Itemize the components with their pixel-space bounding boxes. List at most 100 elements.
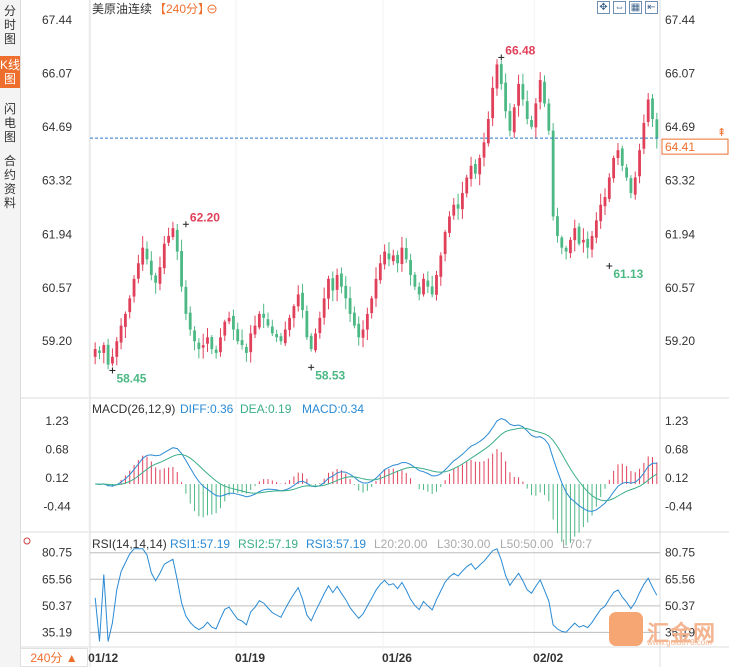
candle-body xyxy=(270,326,274,334)
candle-body xyxy=(145,248,149,260)
candle-body xyxy=(512,107,516,133)
candle-body xyxy=(616,150,620,159)
macd-y-tick: 0.12 xyxy=(665,471,689,485)
candle-body xyxy=(633,177,637,195)
candle-body xyxy=(603,196,607,207)
macd-y-tick: 1.23 xyxy=(665,414,689,428)
y-tick-label: 67.44 xyxy=(665,13,695,27)
candle-body xyxy=(508,111,512,131)
candle-body xyxy=(543,81,546,104)
candle-body xyxy=(495,64,499,89)
candle-body xyxy=(499,64,503,84)
x-tick-label: 01/19 xyxy=(235,651,265,665)
candle-body xyxy=(124,313,127,327)
sidebar: 分时图 K线图 闪电图 合约资料 xyxy=(0,0,21,667)
macd-y-tick: 0.12 xyxy=(45,471,69,485)
candle-body xyxy=(594,220,598,238)
logo-url: www.gold678.com xyxy=(647,638,712,647)
candle-body xyxy=(396,254,400,264)
candle-body xyxy=(253,325,257,335)
candle-body xyxy=(128,298,132,313)
candle-body xyxy=(193,330,196,342)
extreme-label: 58.53 xyxy=(315,368,345,382)
candle-body xyxy=(361,329,365,338)
candle-body xyxy=(309,335,313,350)
candle-body xyxy=(357,323,361,338)
candle-body xyxy=(599,204,603,222)
current-price-arrow-icon: ⇞ xyxy=(717,127,726,139)
macd-diff-line xyxy=(95,417,657,512)
candle-body xyxy=(456,204,460,209)
candle-body xyxy=(102,345,106,353)
macd-label: MACD(26,12,9) xyxy=(92,402,175,416)
candle-body xyxy=(404,248,408,260)
tab-flash[interactable]: 闪电图 xyxy=(3,102,16,144)
macd-y-tick: -0.44 xyxy=(665,500,693,514)
y-tick-label: 60.57 xyxy=(665,281,695,295)
candle-body xyxy=(400,247,404,265)
y-tick-label: 64.69 xyxy=(665,120,695,134)
macd-diff-value: DIFF:0.36 xyxy=(180,402,234,416)
current-price-tag xyxy=(661,138,729,155)
extreme-label: 62.20 xyxy=(190,210,220,224)
y-tick-label: 66.07 xyxy=(665,66,695,80)
circle-minus-icon xyxy=(207,4,217,14)
y-tick-label: 60.57 xyxy=(42,281,72,295)
candle-body xyxy=(620,148,624,166)
y-tick-label: 63.32 xyxy=(42,174,72,188)
candle-body xyxy=(556,216,559,236)
candle-body xyxy=(625,167,628,178)
fullscreen-icon[interactable]: ✥ xyxy=(597,1,610,14)
y-tick-label: 61.94 xyxy=(665,227,695,241)
candle-body xyxy=(491,87,495,119)
y-tick-label: 59.20 xyxy=(42,334,72,348)
candle-body xyxy=(530,119,533,127)
candle-body xyxy=(426,280,430,287)
candle-body xyxy=(430,286,434,295)
candle-body xyxy=(314,333,317,351)
candle-body xyxy=(452,204,456,216)
rsi2-value: RSI2:57.19 xyxy=(238,537,298,551)
extreme-label: 58.45 xyxy=(116,371,146,385)
logo-mark-icon xyxy=(609,612,643,646)
chart-settings-icon[interactable]: ▦ xyxy=(629,1,642,14)
rsi-label: RSI(14,14,14) xyxy=(92,537,167,551)
candle-body xyxy=(136,263,140,279)
candle-body xyxy=(465,177,469,194)
candle-body xyxy=(422,278,425,295)
candle-body xyxy=(577,226,581,244)
candle-body xyxy=(141,247,145,265)
candle-body xyxy=(374,278,378,299)
candle-body xyxy=(227,317,231,322)
candle-body xyxy=(184,286,188,314)
candle-body xyxy=(119,325,123,343)
arrows-icon[interactable]: ⇔ xyxy=(613,1,626,14)
candle-body xyxy=(448,216,451,233)
candle-body xyxy=(538,80,542,103)
tab-kline[interactable]: K线图 xyxy=(0,56,21,88)
y-tick-label: 59.20 xyxy=(665,334,695,348)
candle-body xyxy=(655,119,659,139)
candle-body xyxy=(443,232,447,255)
rsi-y-tick: 35.19 xyxy=(665,625,695,639)
candle-body xyxy=(590,235,594,250)
candle-body xyxy=(439,255,443,277)
candle-body xyxy=(461,193,464,210)
candle-body xyxy=(171,228,175,238)
candle-body xyxy=(244,346,248,353)
candle-body xyxy=(469,165,473,179)
candle-body xyxy=(257,313,261,328)
x-tick-label: 01/26 xyxy=(382,651,412,665)
tab-contract-info[interactable]: 合约资料 xyxy=(3,154,16,210)
macd-y-tick: 0.68 xyxy=(665,442,689,456)
candle-body xyxy=(564,247,568,252)
candle-body xyxy=(534,103,538,128)
candle-body xyxy=(391,255,395,262)
rsi-line xyxy=(94,548,658,642)
macd-dea-line xyxy=(95,427,658,502)
tab-timeshare[interactable]: 分时图 xyxy=(3,4,16,46)
back-icon[interactable]: ⇤ xyxy=(645,1,658,14)
candle-body xyxy=(327,278,330,299)
candle-body xyxy=(180,250,183,287)
